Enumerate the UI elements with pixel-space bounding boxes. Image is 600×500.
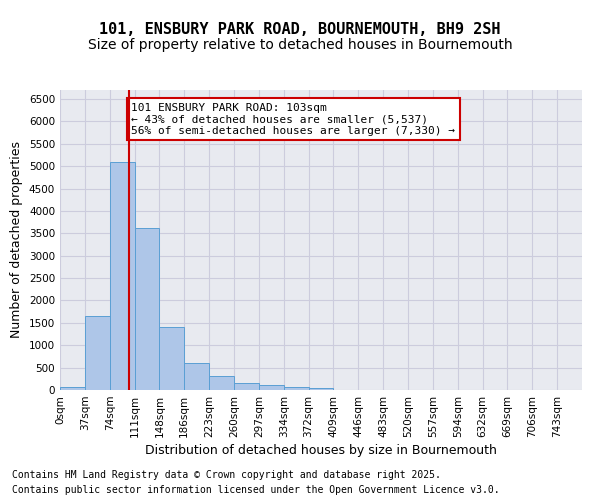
Bar	[160, 328, 184, 390]
Text: 101 ENSBURY PARK ROAD: 103sqm
← 43% of detached houses are smaller (5,537)
56% o: 101 ENSBURY PARK ROAD: 103sqm ← 43% of d…	[131, 102, 455, 136]
X-axis label: Distribution of detached houses by size in Bournemouth: Distribution of detached houses by size …	[145, 444, 497, 457]
Bar	[184, 362, 209, 390]
Bar	[308, 388, 334, 390]
Text: 101, ENSBURY PARK ROAD, BOURNEMOUTH, BH9 2SH: 101, ENSBURY PARK ROAD, BOURNEMOUTH, BH9…	[99, 22, 501, 38]
Text: Contains HM Land Registry data © Crown copyright and database right 2025.: Contains HM Land Registry data © Crown c…	[12, 470, 441, 480]
Bar	[110, 162, 134, 390]
Bar	[234, 384, 259, 390]
Text: Contains public sector information licensed under the Open Government Licence v3: Contains public sector information licen…	[12, 485, 500, 495]
Bar	[209, 376, 234, 390]
Bar	[259, 385, 284, 390]
Y-axis label: Number of detached properties: Number of detached properties	[10, 142, 23, 338]
Bar	[60, 388, 85, 390]
Text: Size of property relative to detached houses in Bournemouth: Size of property relative to detached ho…	[88, 38, 512, 52]
Bar	[134, 228, 160, 390]
Bar	[85, 316, 110, 390]
Bar	[284, 386, 308, 390]
